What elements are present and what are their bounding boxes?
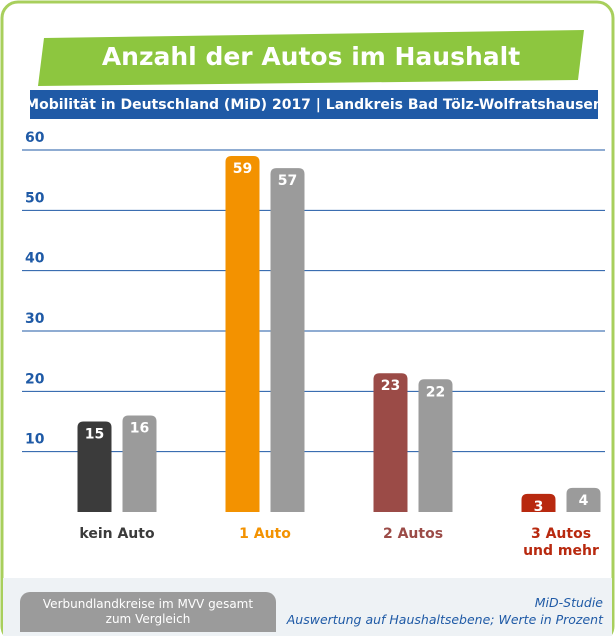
bar	[225, 156, 260, 513]
value-label: 59	[233, 161, 252, 177]
value-label: 57	[278, 173, 297, 189]
x-tick-label: kein Auto	[79, 526, 155, 542]
bar	[566, 487, 601, 512]
bar	[418, 379, 453, 512]
y-tick-label: 40	[25, 251, 45, 267]
bar	[122, 415, 157, 512]
subtitle-bar	[30, 90, 598, 119]
x-tick-label: 2 Autos	[382, 526, 444, 542]
legend-entry: Verbundlandkreise im MVV gesamt zum Verg…	[20, 592, 276, 632]
value-label: 23	[381, 378, 400, 394]
title-banner	[38, 30, 584, 86]
value-label: 22	[426, 384, 445, 400]
y-tick-label: 10	[25, 432, 45, 448]
x-tick-label: 1 Auto	[239, 526, 291, 542]
source: MiD-Studie	[534, 595, 603, 610]
value-label: 15	[85, 427, 104, 443]
bar	[521, 493, 556, 512]
value-label: 3	[534, 499, 544, 515]
value-label: 16	[130, 420, 149, 436]
y-tick-label: 30	[25, 311, 45, 327]
chart-subtitle: Mobilität in Deutschland (MiD) 2017 | La…	[25, 97, 603, 113]
bar	[270, 168, 305, 512]
y-tick-label: 50	[25, 190, 45, 206]
note: Auswertung auf Haushaltsebene; Werte in …	[286, 612, 603, 627]
bar	[77, 421, 112, 512]
x-tick-label: 3 Autos und mehr	[523, 526, 599, 559]
value-label: 4	[579, 493, 589, 509]
y-tick-label: 60	[25, 130, 45, 146]
chart-title: Anzahl der Autos im Haushalt	[102, 42, 520, 71]
bar	[373, 373, 408, 512]
y-tick-label: 20	[25, 371, 45, 387]
